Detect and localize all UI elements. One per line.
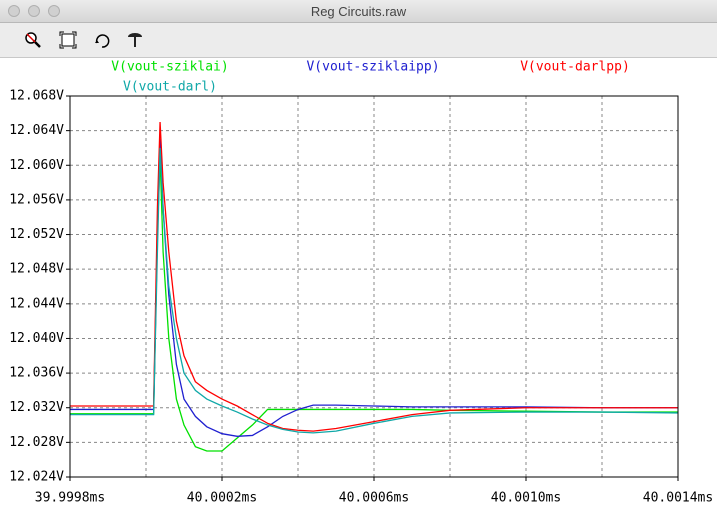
x-tick-label: 40.0006ms: [339, 491, 409, 506]
y-tick-label: 12.028V: [9, 435, 64, 450]
minimize-button[interactable]: [28, 5, 40, 17]
y-tick-label: 12.064V: [9, 123, 64, 138]
plot-frame: [69, 95, 679, 478]
y-tick-label: 12.036V: [9, 366, 64, 381]
title-bar: Reg Circuits.raw: [0, 0, 717, 23]
plot-area: [70, 96, 678, 477]
series-line: [70, 147, 679, 434]
legend-entry: V(vout-darlpp): [520, 60, 630, 75]
window-title: Reg Circuits.raw: [310, 4, 407, 19]
close-button[interactable]: [8, 5, 20, 17]
legend-entry: V(vout-sziklai): [111, 60, 228, 75]
y-tick-label: 12.060V: [9, 158, 64, 173]
toolbar: [0, 23, 717, 58]
x-tick-label: 40.0014ms: [643, 491, 713, 506]
autorange-tool[interactable]: [59, 31, 77, 49]
y-tick-label: 12.056V: [9, 192, 64, 207]
legend-entry: V(vout-darl): [123, 80, 217, 95]
x-tick-label: 39.9998ms: [35, 491, 105, 506]
legend-entry: V(vout-sziklaipp): [306, 60, 439, 75]
y-tick-label: 12.052V: [9, 227, 64, 242]
series-line: [70, 121, 678, 432]
y-tick-label: 12.024V: [9, 470, 64, 485]
y-tick-label: 12.032V: [9, 400, 64, 415]
x-tick-label: 40.0010ms: [491, 491, 561, 506]
y-tick-label: 12.044V: [9, 296, 64, 311]
zoom-out-tool[interactable]: [24, 31, 42, 49]
y-tick-label: 12.068V: [9, 89, 64, 104]
y-tick-label: 12.048V: [9, 262, 64, 277]
probe-tool[interactable]: [126, 31, 144, 49]
x-tick-label: 40.0002ms: [187, 491, 257, 506]
y-tick-label: 12.040V: [9, 331, 64, 346]
zoom-button[interactable]: [48, 5, 60, 17]
undo-tool[interactable]: [93, 31, 111, 49]
